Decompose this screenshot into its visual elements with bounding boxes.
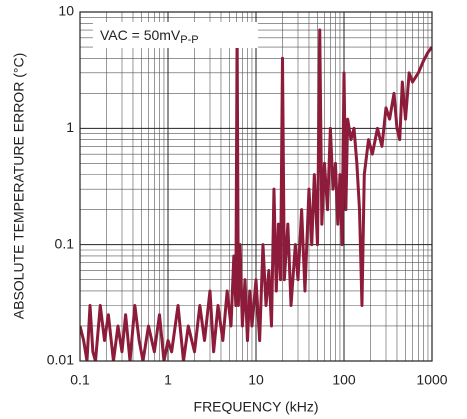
x-tick-label: 1000 [416,372,447,388]
x-tick-label: 0.1 [70,372,90,388]
x-tick-label: 10 [248,372,264,388]
plot-frame [79,11,433,362]
y-tick-label: 0.01 [47,352,74,368]
x-tick-label: 1 [164,372,172,388]
annotation: VAC = 50mVP-P [100,27,199,46]
y-tick-label: 10 [58,3,74,19]
y-tick-label: 0.1 [55,235,75,251]
y-tick-label: 1 [66,119,74,135]
plot [80,28,432,361]
annotation-text: VAC = 50mV [100,27,181,43]
y-axis-label: ABSOLUTE TEMPERATURE ERROR (°C) [11,53,27,319]
annotation-box [93,22,258,48]
data-line [80,28,432,361]
annotation-subscript: P-P [180,34,198,46]
x-axis-label: FREQUENCY (kHz) [194,399,319,415]
grid [79,11,433,362]
x-tick-label: 100 [332,372,356,388]
